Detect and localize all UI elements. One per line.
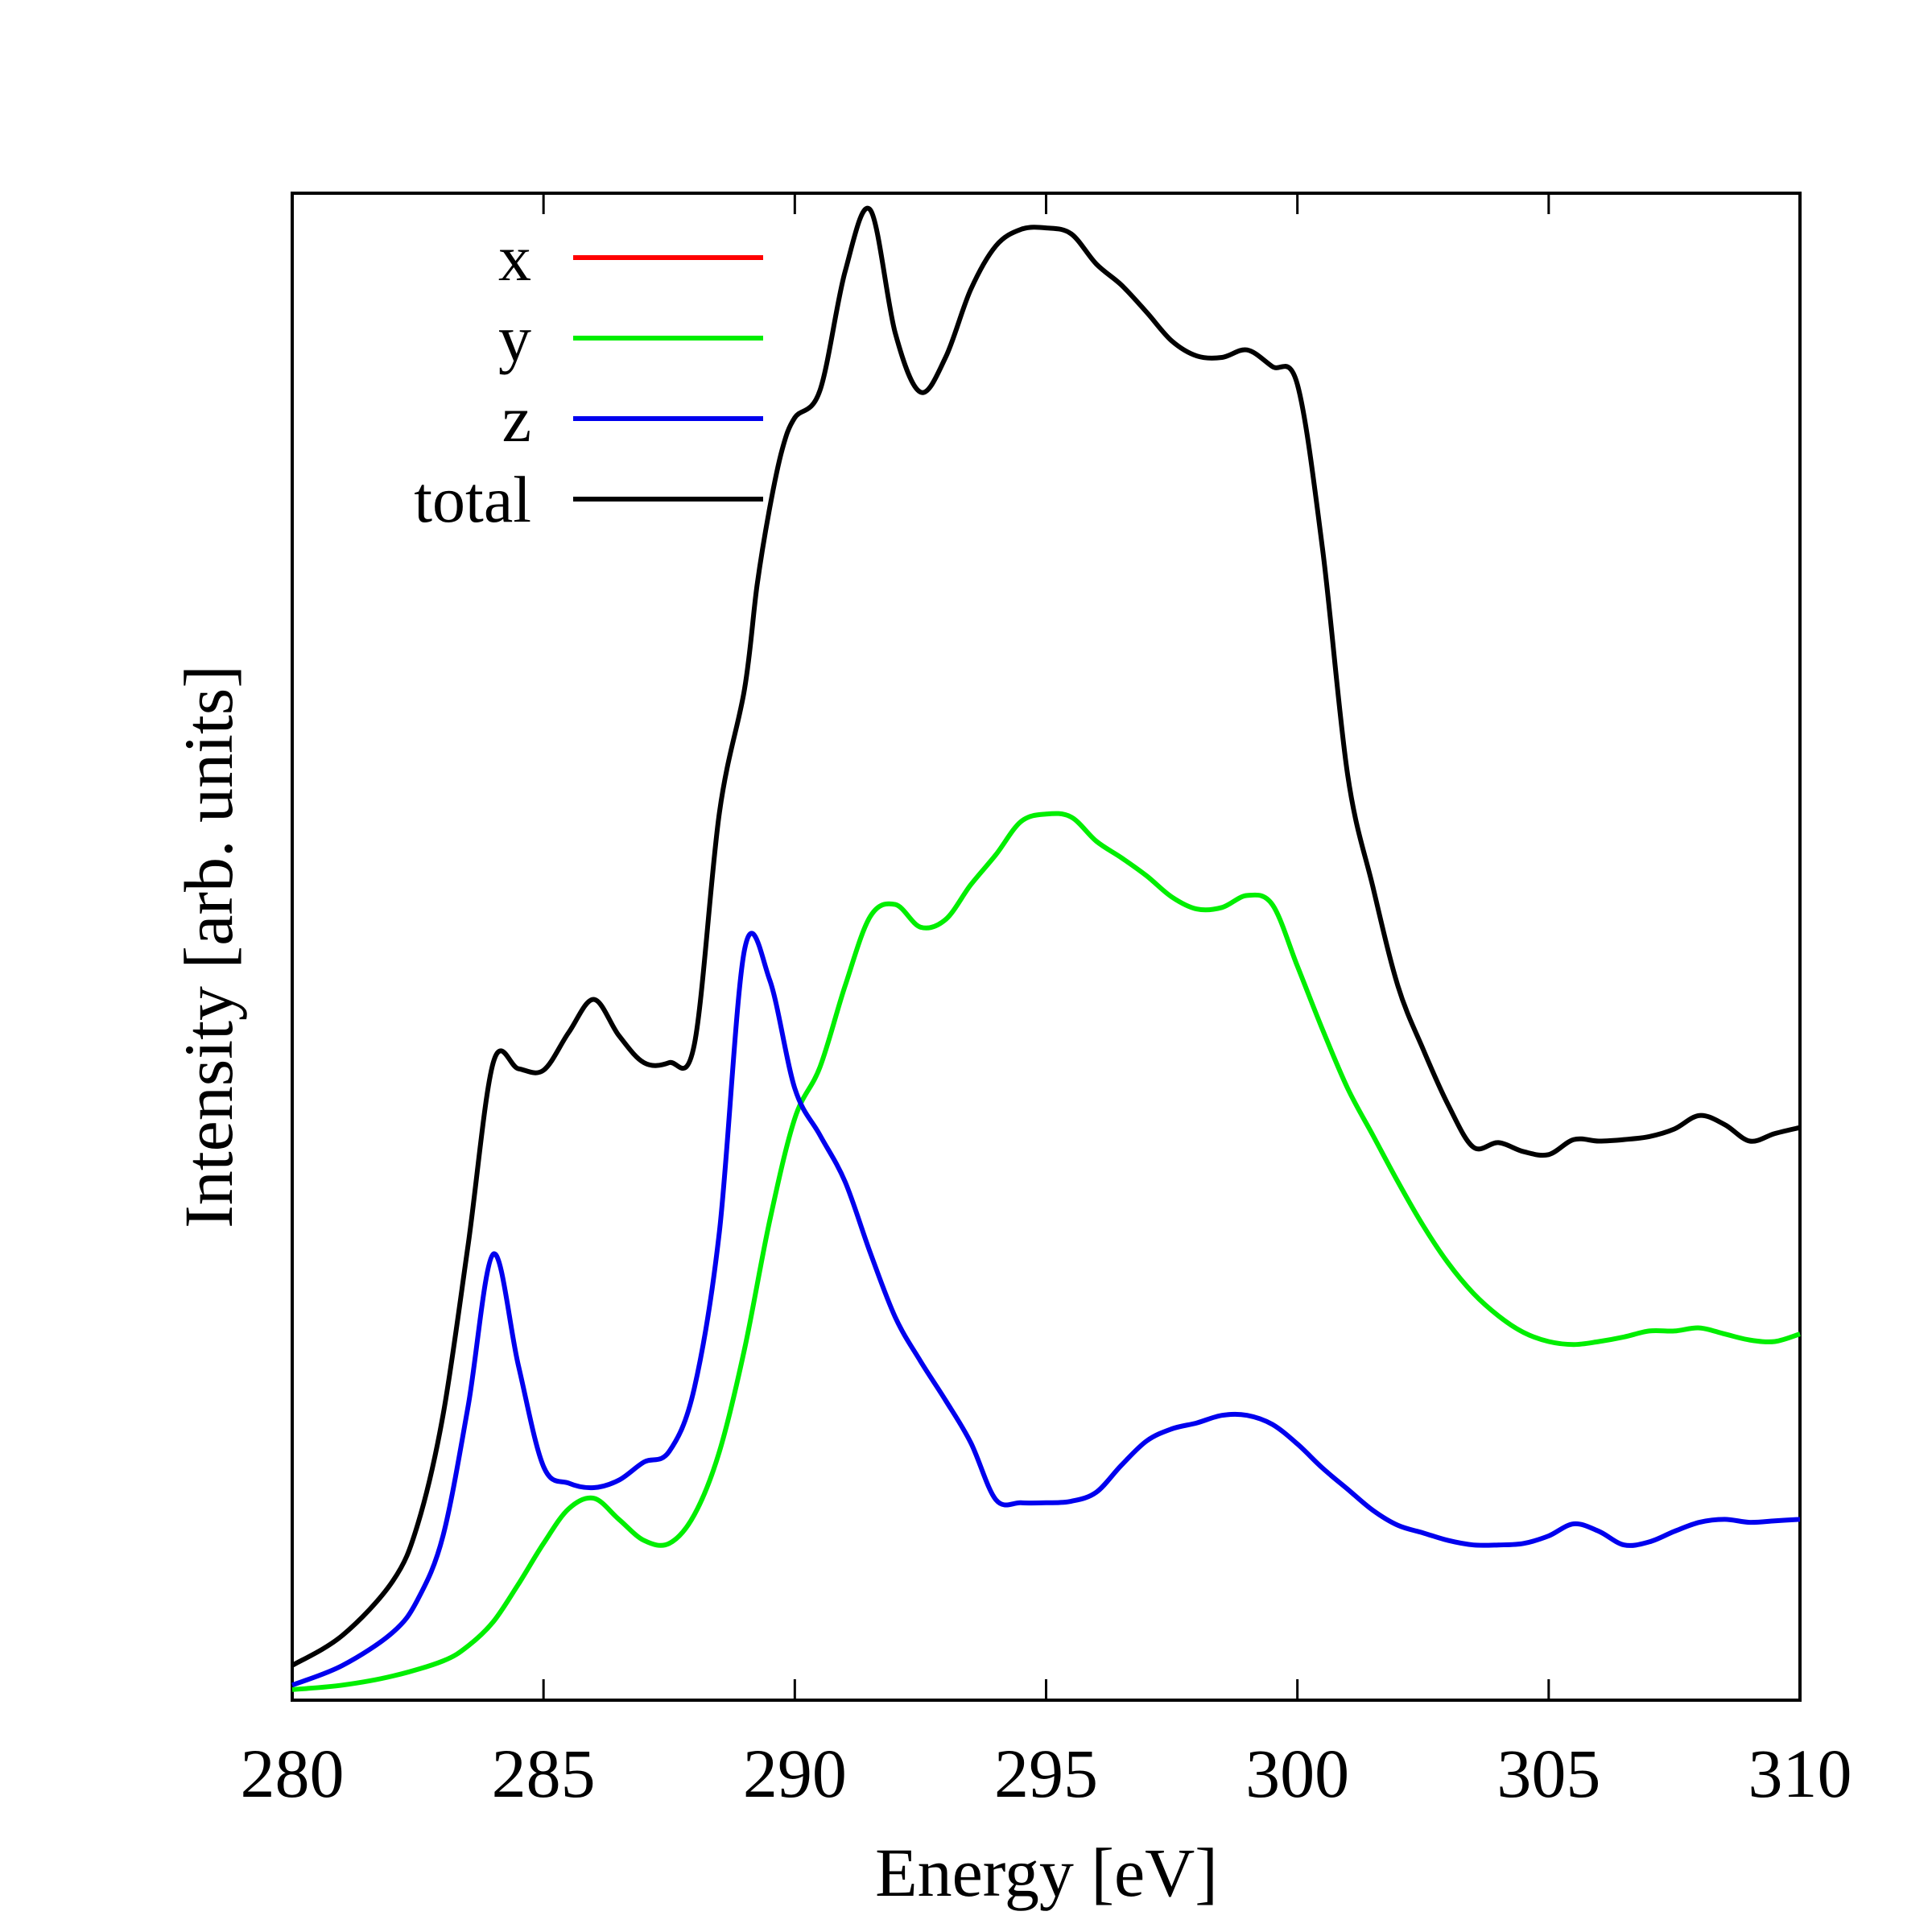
x-tick-label: 285 [492, 1735, 596, 1812]
x-tick-label: 295 [994, 1735, 1098, 1812]
legend-label-y: y [498, 302, 531, 375]
x-axis-label: Energy [eV] [875, 1834, 1218, 1911]
x-tick-label: 300 [1245, 1735, 1349, 1812]
tick-labels-group: 280 285 290 295 300 305 310 [241, 1735, 1852, 1812]
legend-label-x: x [498, 221, 531, 295]
x-tick-label: 290 [743, 1735, 847, 1812]
series-lines-group [291, 205, 1801, 1692]
legend-label-total: total [414, 463, 531, 536]
series-line-total [291, 205, 1801, 1668]
x-tick-label: 280 [241, 1735, 345, 1812]
x-tick-label: 310 [1748, 1735, 1852, 1812]
series-line-y [291, 811, 1801, 1692]
series-line-z [291, 931, 1801, 1688]
legend-label-z: z [502, 382, 531, 456]
y-axis-label: Intensity [arb. units] [170, 665, 247, 1228]
x-tick-label: 305 [1496, 1735, 1600, 1812]
ticks-group [291, 193, 1802, 1700]
